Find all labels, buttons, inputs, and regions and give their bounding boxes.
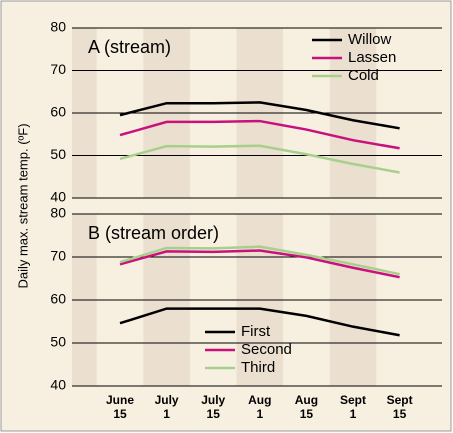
- y-tick-label: 50: [50, 146, 66, 162]
- legend-label: Second: [241, 341, 292, 358]
- legend-label: Lassen: [348, 49, 396, 66]
- legend-label: First: [241, 323, 271, 340]
- x-tick-label: Sept 1: [340, 393, 366, 421]
- line: [119, 119, 400, 150]
- x-tick-label: July 15: [201, 393, 225, 421]
- x-tick-label: June 15: [106, 393, 134, 421]
- x-tick-label-line: 15: [300, 407, 314, 421]
- x-tick-label-line: 1: [256, 407, 263, 421]
- x-tick-label: Aug 1: [248, 393, 271, 421]
- x-tick-label-line: Aug: [248, 393, 271, 407]
- y-tick-label: 60: [50, 104, 66, 120]
- x-tick-label: Aug 15: [295, 393, 318, 421]
- line: [119, 144, 400, 174]
- panel-title: A (stream): [88, 37, 171, 57]
- line: [119, 249, 400, 279]
- x-tick-label: July 1: [155, 393, 179, 421]
- y-tick-label: 80: [50, 205, 66, 221]
- line: [119, 101, 400, 130]
- x-tick-label-line: July: [155, 393, 179, 407]
- panel-title: B (stream order): [88, 223, 219, 243]
- x-tick-label-line: 1: [163, 407, 170, 421]
- y-tick-label: 70: [50, 248, 66, 264]
- legend-label: Cold: [348, 67, 379, 84]
- x-tick-label-line: Aug: [295, 393, 318, 407]
- x-tick-label: Sept 15: [387, 393, 413, 421]
- x-tick-label-line: 15: [393, 407, 407, 421]
- x-tick-label-line: June: [106, 393, 134, 407]
- y-tick-label: 80: [50, 19, 66, 35]
- x-tick-label-line: Sept: [387, 393, 413, 407]
- y-tick-label: 40: [50, 377, 66, 393]
- legend-label: Third: [241, 359, 275, 376]
- x-tick-label-line: July: [201, 393, 225, 407]
- y-tick-label: 50: [50, 334, 66, 350]
- x-tick-label-line: 15: [207, 407, 221, 421]
- y-axis-label: Daily max. stream temp. (ºF): [15, 123, 30, 288]
- x-tick-label-line: Sept: [340, 393, 366, 407]
- x-tick-label-line: 1: [350, 407, 357, 421]
- line: [119, 245, 400, 276]
- y-tick-label: 60: [50, 291, 66, 307]
- line: [119, 307, 400, 337]
- x-tick-label-line: 15: [113, 407, 127, 421]
- y-tick-label: 70: [50, 61, 66, 77]
- y-tick-label: 40: [50, 189, 66, 205]
- legend-label: Willow: [348, 31, 391, 48]
